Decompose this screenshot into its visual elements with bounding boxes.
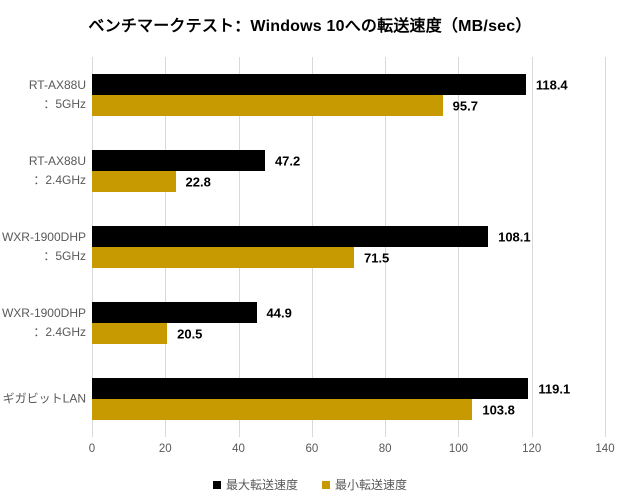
bar-value-label: 44.9 [266,305,292,320]
bar-value-label: 47.2 [274,153,301,168]
category-label-line: WXR-1900DHP [1,306,86,320]
legend-item-min-speed: 最小転送速度 [322,476,407,493]
bar-value-label: 22.8 [185,174,211,189]
category-label: WXR-1900DHP ：5GHz [0,228,86,266]
category-label: RT-AX88U ：5GHz [0,76,86,114]
category-label-line: ：2.4GHz [33,325,86,339]
bar-min-speed [92,95,443,116]
legend-item-max-speed: 最大転送速度 [212,476,298,493]
bar-max-speed [92,226,489,247]
category-label-line: ：5GHz [43,97,86,111]
gridline [605,57,606,437]
category-label-line: ：2.4GHz [33,173,86,187]
category-label-line: ギガビットLAN [2,391,86,406]
bar-value-label: 71.5 [363,250,390,265]
bar-max-speed [92,302,257,323]
category-label: RT-AX88U ：2.4GHz [0,152,86,190]
x-tick-label: 140 [595,443,615,455]
x-tick-label: 120 [522,443,542,455]
bar-min-speed [92,323,168,344]
x-tick-label: 0 [88,443,96,455]
legend-label: 最大転送速度 [225,478,298,492]
x-tick-label: 40 [232,443,245,455]
bar-value-label: 103.8 [482,402,515,417]
bar-max-speed [92,378,529,399]
x-tick-label: 60 [305,443,319,455]
category-label: WXR-1900DHP ：2.4GHz [0,304,86,342]
category-label-line: WXR-1900DHP [1,230,86,244]
bar-value-label: 95.7 [452,98,478,113]
gridline [458,57,460,437]
x-tick-label: 20 [158,443,172,455]
x-tick-label: 80 [378,443,392,455]
category-label-line: RT-AX88U [28,78,86,92]
bar-min-speed [92,247,354,268]
category-label: ギガビットLAN [0,390,86,409]
category-label-line: RT-AX88U [28,154,86,168]
category-label-line: ：5GHz [43,249,86,263]
legend-swatch-icon [322,480,330,489]
bar-value-label: 118.4 [535,77,568,92]
bar-min-speed [92,399,473,420]
gridline [531,57,533,437]
x-tick-label: 100 [448,443,469,455]
legend-label: 最小転送速度 [335,478,408,492]
gridline [385,57,387,437]
bar-max-speed [92,74,526,95]
legend-swatch-icon [212,480,221,489]
bar-value-label: 20.5 [177,326,203,341]
bar-value-label: 119.1 [538,381,571,396]
bar-value-label: 108.1 [498,229,531,244]
chart-title: ベンチマークテスト：Windows 10への転送速度（MB/sec） [88,18,532,35]
bar-max-speed [92,150,265,171]
bar-min-speed [92,171,176,192]
plot-area: 118.4 95.7 47.2 22.8 108.1 71.5 44.9 20.5 119.1 1… [92,57,606,437]
legend: 最大転送速度 最小転送速度 [0,476,620,493]
